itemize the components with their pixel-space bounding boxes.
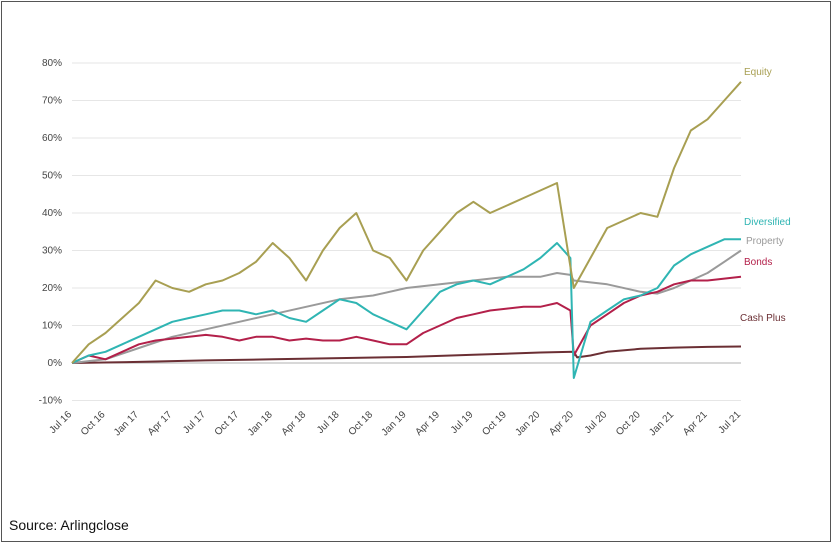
- x-tick-label: Jul 18: [315, 409, 342, 436]
- x-tick-label: Oct 16: [79, 409, 108, 438]
- x-tick-label: Jan 19: [380, 409, 409, 438]
- y-tick-label: 50%: [42, 171, 62, 182]
- x-tick-label: Apr 20: [547, 409, 576, 438]
- x-tick-label: Jan 17: [112, 409, 141, 438]
- x-tick-label: Apr 17: [146, 409, 175, 438]
- series-labels: Equity Diversified Property Bonds Cash Plus: [740, 67, 791, 324]
- series-label-diversified: Diversified: [744, 217, 791, 228]
- x-tick-label: Apr 19: [413, 409, 442, 438]
- x-tick-label: Oct 20: [614, 409, 643, 438]
- series-line-diversified: [71, 238, 741, 379]
- y-tick-label: -10%: [39, 396, 62, 407]
- x-tick-label: Oct 19: [480, 409, 509, 438]
- series-lines: [71, 81, 742, 379]
- x-tick-label: Apr 21: [681, 409, 710, 438]
- x-tick-label: Jul 20: [583, 409, 610, 436]
- y-tick-label: 0%: [48, 358, 63, 369]
- x-tick-label: Jan 18: [246, 409, 275, 438]
- y-tick-label: 60%: [42, 133, 62, 144]
- y-tick-label: 10%: [42, 321, 62, 332]
- x-tick-label: Jul 19: [449, 409, 476, 436]
- x-tick-label: Jul 17: [181, 409, 208, 436]
- series-label-cash-plus: Cash Plus: [740, 313, 786, 324]
- x-tick-label: Jul 16: [47, 409, 74, 436]
- series-line-bonds: [71, 275, 742, 364]
- y-tick-label: 70%: [42, 96, 62, 107]
- x-tick-label: Apr 18: [280, 409, 309, 438]
- grid-lines: [72, 62, 741, 401]
- series-label-property: Property: [746, 236, 784, 247]
- y-tick-label: 20%: [42, 283, 62, 294]
- x-tick-label: Jul 21: [716, 409, 743, 436]
- y-tick-label: 80%: [42, 58, 62, 69]
- x-tick-label: Oct 18: [347, 409, 376, 438]
- series-line-property: [71, 249, 742, 364]
- y-tick-label: 40%: [42, 208, 62, 219]
- x-tick-label: Oct 17: [213, 409, 242, 438]
- series-label-bonds: Bonds: [744, 257, 772, 268]
- source-note: Source: Arlingclose: [9, 517, 129, 533]
- x-tick-label: Jan 21: [647, 409, 676, 438]
- axes: -10%0%10%20%30%40%50%60%70%80%Jul 16 Oct …: [39, 58, 744, 438]
- series-line-equity: [71, 81, 742, 364]
- x-tick-label: Jan 20: [513, 409, 542, 438]
- y-tick-label: 30%: [42, 246, 62, 257]
- series-label-equity: Equity: [744, 67, 772, 78]
- series-line-cash-plus: [71, 345, 742, 364]
